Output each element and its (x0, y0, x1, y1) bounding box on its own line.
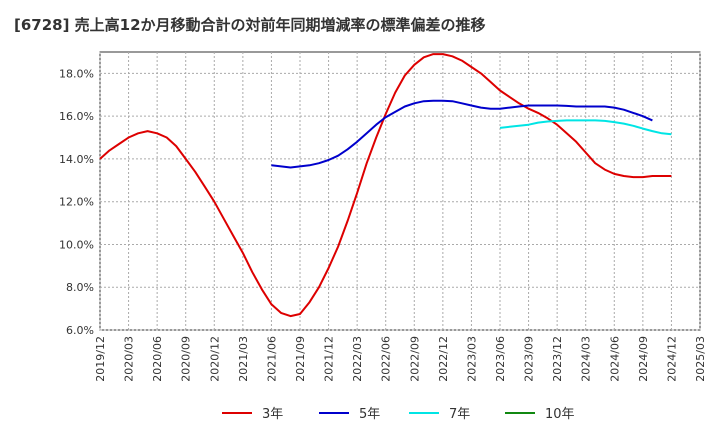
x-tick-label: 2022/06 (380, 336, 393, 382)
y-tick-label: 12.0% (59, 196, 94, 209)
y-tick-label: 10.0% (59, 238, 94, 251)
x-tick-label: 2020/12 (208, 336, 221, 382)
x-tick-label: 2020/06 (151, 336, 164, 382)
legend-label: 5年 (359, 407, 380, 422)
x-tick-label: 2024/12 (665, 336, 678, 382)
x-tick-label: 2023/06 (494, 336, 507, 382)
series-line-3年 (99, 53, 672, 318)
x-tick-label: 2021/06 (265, 336, 278, 382)
x-tick-label: 2023/09 (523, 336, 536, 382)
plot-area (99, 51, 701, 331)
y-tick-label: 14.0% (59, 153, 94, 166)
x-tick-label: 2019/12 (94, 336, 107, 382)
x-tick-label: 2025/03 (694, 336, 707, 382)
x-tick-label: 2022/03 (351, 336, 364, 382)
legend-label: 10年 (545, 407, 575, 422)
x-tick-label: 2020/09 (180, 336, 193, 382)
chart-title: [6728] 売上高12か月移動合計の対前年同期増減率の標準偏差の推移 (14, 16, 486, 34)
y-tick-label: 6.0% (66, 324, 94, 337)
y-tick-label: 18.0% (59, 67, 94, 80)
grid-lines (99, 52, 701, 331)
x-tick-label: 2021/03 (237, 336, 250, 382)
x-tick-label: 2021/09 (294, 336, 307, 382)
x-tick-label: 2024/03 (580, 336, 593, 382)
series-lines (99, 53, 672, 318)
legend-label: 3年 (262, 407, 283, 422)
x-tick-label: 2024/06 (608, 336, 621, 382)
x-tick-label: 2022/09 (408, 336, 421, 382)
series-line-5年 (271, 99, 653, 169)
x-tick-label: 2023/12 (551, 336, 564, 382)
series-line-7年 (499, 119, 672, 136)
y-tick-label: 16.0% (59, 110, 94, 123)
y-tick-label: 8.0% (66, 281, 94, 294)
x-tick-label: 2020/03 (123, 336, 136, 382)
x-axis-ticks: 2019/12 2020/03 2020/06 2020/09 2020/12 2021/… (94, 336, 707, 382)
y-axis-ticks: 6.0% 8.0% 10.0% 12.0% 14.0% 16.0% 18.0% (59, 67, 94, 337)
x-tick-label: 2021/12 (323, 336, 336, 382)
x-tick-label: 2022/12 (437, 336, 450, 382)
x-tick-label: 2024/09 (637, 336, 650, 382)
x-tick-label: 2023/03 (465, 336, 478, 382)
legend: 3年 5年 7年 10年 (222, 407, 575, 422)
legend-label: 7年 (449, 407, 470, 422)
